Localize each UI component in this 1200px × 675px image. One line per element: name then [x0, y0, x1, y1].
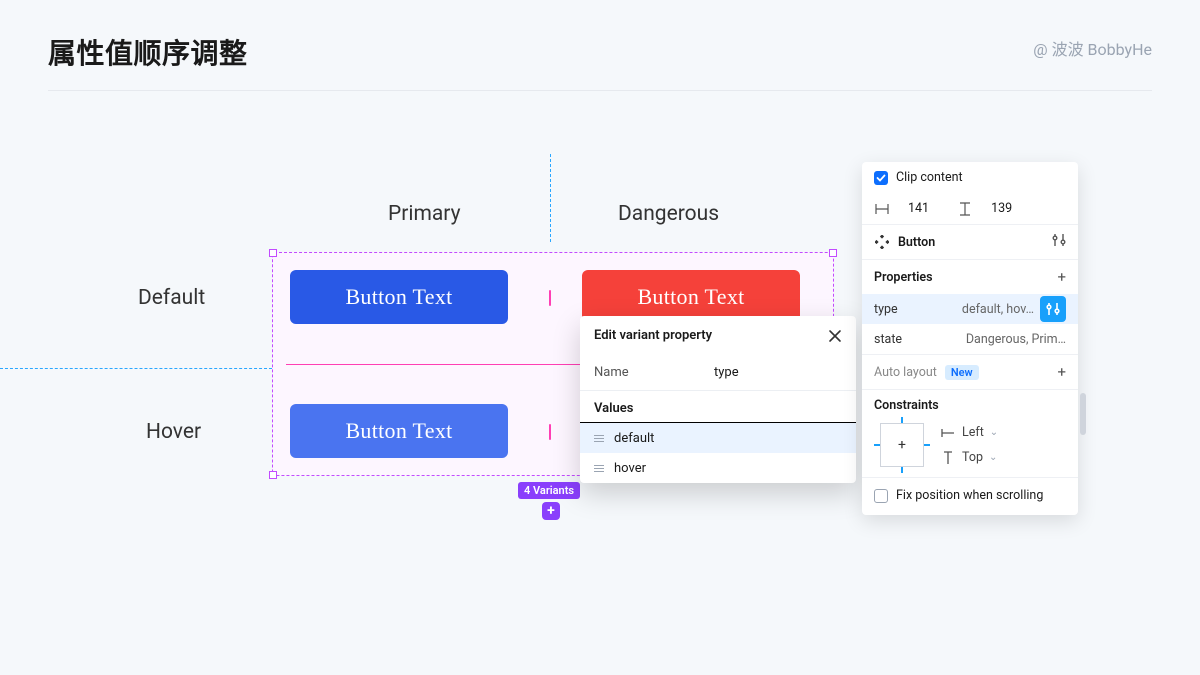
fix-position-label: Fix position when scrolling: [896, 488, 1043, 503]
row-header-hover: Hover: [146, 420, 201, 444]
constraint-h-value: Left: [962, 425, 984, 440]
component-settings-icon[interactable]: [1052, 233, 1066, 251]
value-item[interactable]: default: [580, 423, 856, 453]
property-name: state: [874, 332, 902, 347]
header-divider: [48, 90, 1152, 91]
author-label: @ 波波 BobbyHe: [1033, 36, 1152, 60]
component-icon: [874, 235, 890, 249]
selection-handle-bl[interactable]: [269, 471, 277, 479]
height-icon: [957, 202, 973, 216]
width-icon: [874, 203, 890, 215]
scrollbar-thumb[interactable]: [1080, 393, 1086, 435]
popover-values-label: Values: [580, 390, 856, 422]
popover-title: Edit variant property: [594, 328, 712, 343]
drag-handle-icon: [594, 435, 604, 442]
col-header-dangerous: Dangerous: [618, 202, 719, 226]
property-value: default, hov…: [962, 302, 1034, 317]
properties-header: Properties: [874, 270, 933, 285]
width-value[interactable]: 141: [908, 201, 929, 216]
guide-horizontal: [0, 368, 272, 369]
value-label: default: [614, 431, 654, 446]
col-tick-1: [549, 290, 551, 306]
auto-layout-new-badge: New: [945, 365, 979, 380]
component-name: Button: [898, 235, 935, 250]
values-list: default hover: [580, 423, 856, 483]
arrow-h-icon: [940, 428, 956, 438]
col-header-primary: Primary: [388, 202, 461, 226]
variant-primary-default[interactable]: Button Text: [290, 270, 508, 324]
variant-primary-hover[interactable]: Button Text: [290, 404, 508, 458]
guide-vertical: [550, 154, 551, 242]
selection-handle-tr[interactable]: [829, 249, 837, 257]
clip-content-checkbox[interactable]: [874, 171, 888, 185]
add-property-button[interactable]: +: [1057, 268, 1066, 286]
property-settings-button[interactable]: [1040, 296, 1066, 322]
row-header-default: Default: [138, 286, 205, 310]
properties-panel: Clip content 141 139 Button Pr: [862, 162, 1078, 515]
page-title: 属性值顺序调整: [48, 32, 248, 72]
constraint-v-value: Top: [962, 450, 983, 465]
property-row[interactable]: type default, hov…: [862, 294, 1078, 324]
constraint-vertical-select[interactable]: Top ⌄: [940, 450, 998, 465]
selection-handle-tl[interactable]: [269, 249, 277, 257]
plus-icon: +: [898, 437, 906, 453]
constraints-widget[interactable]: +: [880, 423, 924, 467]
fix-position-checkbox[interactable]: [874, 489, 888, 503]
chevron-down-icon: ⌄: [990, 427, 998, 438]
edit-variant-popover: Edit variant property Name type Values d…: [580, 316, 856, 483]
col-tick-2: [549, 424, 551, 440]
chevron-down-icon: ⌄: [989, 452, 997, 463]
height-value[interactable]: 139: [991, 201, 1012, 216]
close-icon: [828, 329, 842, 343]
drag-handle-icon: [594, 465, 604, 472]
arrow-v-icon: [940, 451, 956, 465]
clip-content-label: Clip content: [896, 170, 963, 185]
popover-close-button[interactable]: [828, 329, 842, 343]
popover-name-label: Name: [594, 365, 714, 380]
value-item[interactable]: hover: [580, 453, 856, 483]
popover-name-value[interactable]: type: [714, 365, 739, 380]
add-variant-button[interactable]: +: [542, 502, 560, 520]
property-row[interactable]: state Dangerous, Prim…: [862, 324, 1078, 354]
constraints-header: Constraints: [874, 398, 1066, 413]
auto-layout-label: Auto layout: [874, 365, 937, 380]
property-name: type: [874, 302, 898, 317]
constraint-horizontal-select[interactable]: Left ⌄: [940, 425, 998, 440]
value-label: hover: [614, 461, 646, 476]
variants-badge: 4 Variants: [518, 482, 580, 499]
check-icon: [876, 173, 886, 183]
add-auto-layout-button[interactable]: +: [1057, 363, 1066, 381]
property-value: Dangerous, Prim…: [966, 332, 1066, 347]
